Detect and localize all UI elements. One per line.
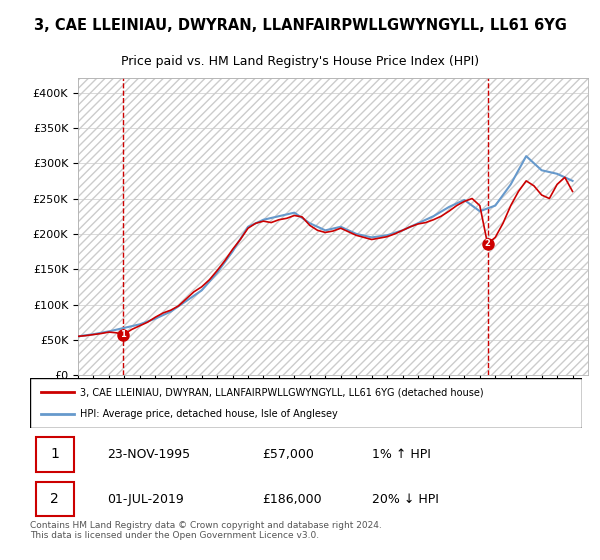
FancyBboxPatch shape bbox=[30, 378, 582, 428]
Text: HPI: Average price, detached house, Isle of Anglesey: HPI: Average price, detached house, Isle… bbox=[80, 409, 337, 419]
Text: 1: 1 bbox=[120, 330, 126, 339]
Text: 2: 2 bbox=[50, 492, 59, 506]
Text: £186,000: £186,000 bbox=[262, 493, 322, 506]
Text: 23-NOV-1995: 23-NOV-1995 bbox=[107, 448, 190, 461]
Text: 2: 2 bbox=[485, 239, 490, 248]
Text: 20% ↓ HPI: 20% ↓ HPI bbox=[372, 493, 439, 506]
Text: 1% ↑ HPI: 1% ↑ HPI bbox=[372, 448, 431, 461]
FancyBboxPatch shape bbox=[35, 437, 74, 472]
Text: 01-JUL-2019: 01-JUL-2019 bbox=[107, 493, 184, 506]
Text: 3, CAE LLEINIAU, DWYRAN, LLANFAIRPWLLGWYNGYLL, LL61 6YG: 3, CAE LLEINIAU, DWYRAN, LLANFAIRPWLLGWY… bbox=[34, 18, 566, 33]
Text: 1: 1 bbox=[50, 447, 59, 461]
Text: Contains HM Land Registry data © Crown copyright and database right 2024.
This d: Contains HM Land Registry data © Crown c… bbox=[30, 521, 382, 540]
Text: 3, CAE LLEINIAU, DWYRAN, LLANFAIRPWLLGWYNGYLL, LL61 6YG (detached house): 3, CAE LLEINIAU, DWYRAN, LLANFAIRPWLLGWY… bbox=[80, 387, 484, 397]
Text: Price paid vs. HM Land Registry's House Price Index (HPI): Price paid vs. HM Land Registry's House … bbox=[121, 55, 479, 68]
Text: £57,000: £57,000 bbox=[262, 448, 314, 461]
FancyBboxPatch shape bbox=[35, 482, 74, 516]
